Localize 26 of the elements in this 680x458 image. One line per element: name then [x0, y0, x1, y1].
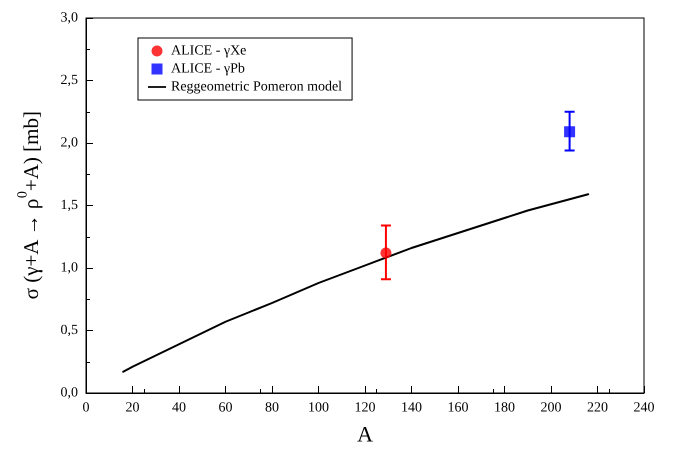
x-tick-label: 240 [634, 400, 654, 416]
x-tick-label: 200 [540, 400, 562, 416]
y-tick-label: 2,5 [60, 73, 78, 88]
y-tick-label: 2,0 [60, 136, 78, 150]
x-tick-label: 220 [587, 400, 608, 416]
x-tick-label: 0 [82, 400, 90, 416]
x-tick-label: 180 [494, 400, 515, 416]
line-series [122, 193, 590, 373]
y-tick-label: 1,5 [60, 198, 78, 213]
x-tick-label: 40 [172, 400, 186, 416]
y-tick-label: 1,0 [60, 260, 78, 276]
y-tick-label: 0,0 [60, 386, 78, 400]
y-tick-label: 0,5 [60, 323, 78, 338]
x-tick-label: 160 [448, 400, 468, 416]
x-tick-label: 140 [401, 400, 422, 416]
x-tick-label: 120 [354, 400, 376, 416]
x-tick-label: 20 [126, 400, 140, 416]
x-tick-label: 100 [308, 400, 329, 416]
y-tick-label: 3,0 [60, 10, 78, 26]
x-axis-title: A [357, 422, 374, 446]
x-tick-label: 80 [265, 400, 279, 416]
y-axis-title: σ (γ+A → ρ0+A) [mb] [16, 111, 43, 300]
x-tick-label: 60 [218, 400, 232, 416]
legend-label: ALICE - γXe [171, 44, 246, 58]
legend-label: Reggeometric Pomeron model [171, 80, 342, 94]
legend-label: ALICE - γPb [171, 62, 245, 76]
